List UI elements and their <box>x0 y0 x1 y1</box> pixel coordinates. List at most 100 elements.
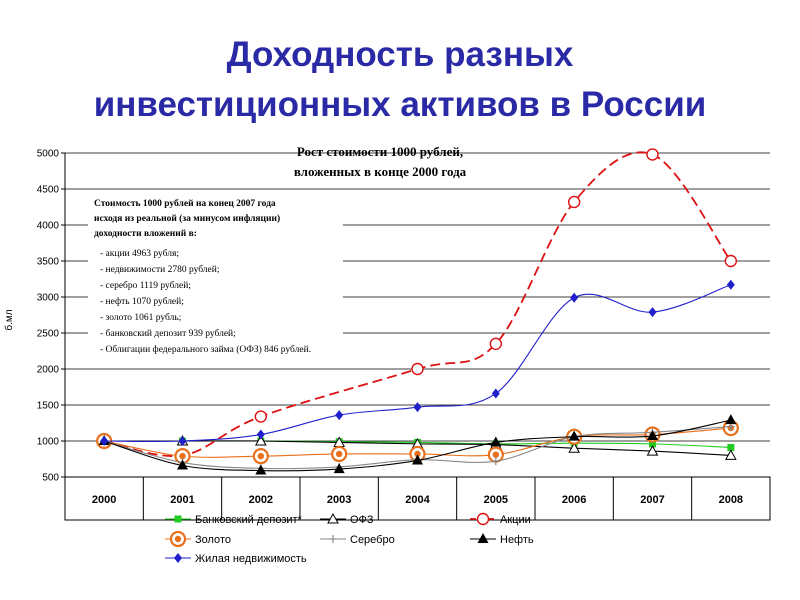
data-point <box>568 430 580 441</box>
annotation-box: Стоимость 1000 рублей на конец 2007 года… <box>88 193 343 358</box>
legend-label: ОФЗ <box>350 514 374 526</box>
legend-item: Акции <box>470 512 531 526</box>
data-point-inner <box>257 452 265 460</box>
data-point <box>646 148 659 161</box>
data-point <box>726 279 735 290</box>
data-point <box>724 449 737 460</box>
data-point <box>331 445 348 463</box>
legend-label: Жилая недвижимость <box>195 553 307 565</box>
data-point <box>725 414 737 425</box>
legend-label: Серебро <box>350 534 395 546</box>
slide-title-line-1: Доходность разных <box>226 35 574 74</box>
y-tick-label: 2000 <box>37 365 60 376</box>
data-point <box>648 307 657 318</box>
annotation-background <box>88 193 343 358</box>
legend-item: Серебро <box>320 534 395 546</box>
y-tick-label: 4500 <box>37 185 60 196</box>
legend-swatch-marker <box>174 553 182 563</box>
annotation-heading-3: доходности вложений в: <box>94 228 197 239</box>
data-point <box>570 292 579 303</box>
x-tick-label: 2005 <box>484 494 508 506</box>
legend-label: Акции <box>500 514 531 526</box>
data-point <box>413 402 422 413</box>
annotation-item: - недвижимости 2780 рублей; <box>100 264 220 275</box>
x-tick-label: 2007 <box>640 494 664 506</box>
data-point <box>491 388 500 399</box>
data-point <box>647 429 658 440</box>
series-layer <box>96 148 739 475</box>
legend-swatch-marker <box>169 530 187 548</box>
legend-label: Золото <box>195 534 231 546</box>
legend-item: Банковский депозит* <box>165 514 303 526</box>
chart-title-line-1: Рост стоимости 1000 рублей, <box>297 144 463 159</box>
legend-item: ОФЗ <box>320 512 374 526</box>
annotation-item: - банковский депозит 939 рублей; <box>100 328 236 339</box>
y-tick-label: 1500 <box>37 401 60 412</box>
y-tick-label: 4000 <box>37 221 60 232</box>
y-tick-label: 3000 <box>37 293 60 304</box>
y-axis-label: б.мл <box>3 309 15 330</box>
annotation-item: - нефть 1070 рублей; <box>100 296 184 307</box>
legend-label: Нефть <box>500 534 534 546</box>
annotation-item: - золото 1061 рубль; <box>100 312 181 323</box>
data-point <box>649 440 656 448</box>
annotation-heading-2: исходя из реальной (за минусом инфляции) <box>94 213 280 224</box>
data-point <box>174 448 191 465</box>
x-tick-label: 2003 <box>327 494 351 506</box>
annotation-item: - серебро 1119 рублей; <box>100 280 191 291</box>
slide-title-line-2: инвестиционных активов в России <box>93 85 707 124</box>
data-point-inner <box>179 452 186 460</box>
x-tick-label: 2008 <box>719 494 743 506</box>
data-point <box>252 448 269 465</box>
y-tick-label: 5000 <box>37 149 60 160</box>
chart-title-line-2: вложенных в конце 2000 года <box>294 164 467 179</box>
data-point <box>256 429 265 440</box>
x-tick-label: 2000 <box>92 494 116 506</box>
legend-swatch-marker <box>327 512 339 524</box>
annotation-item: - Облигации федерального займа (ОФЗ) 846… <box>100 344 311 355</box>
legend-swatch-marker-inner <box>174 535 182 543</box>
data-point <box>489 337 503 350</box>
legend-label: Банковский депозит* <box>195 514 303 526</box>
data-point <box>491 457 500 466</box>
x-tick-label: 2004 <box>405 494 430 506</box>
legend-item: Нефть <box>470 533 534 546</box>
legend-swatch-marker <box>476 512 490 526</box>
slide-title: Доходность разных инвестиционных активов… <box>0 30 800 130</box>
data-point <box>255 464 267 475</box>
data-point <box>254 410 268 423</box>
y-axis-ticks: 500 1000 1500 2000 2500 3000 3500 4000 4500 5000 <box>37 149 60 484</box>
y-tick-label: 500 <box>42 473 59 484</box>
data-point <box>335 410 344 421</box>
data-point <box>646 445 659 456</box>
x-tick-label: 2001 <box>170 494 194 506</box>
data-point <box>411 362 424 376</box>
series-line <box>103 151 732 457</box>
annotation-item: - акции 4963 рубля; <box>100 248 179 259</box>
data-point <box>490 436 502 447</box>
legend-swatch-marker <box>329 535 337 543</box>
data-point-inner <box>335 450 343 458</box>
data-point <box>333 463 345 474</box>
y-tick-label: 3500 <box>37 257 60 268</box>
legend-item: Жилая недвижимость <box>165 553 307 565</box>
data-point <box>724 254 738 268</box>
annotation-heading-1: Стоимость 1000 рублей на конец 2007 года <box>94 198 276 209</box>
y-tick-label: 1000 <box>37 437 60 448</box>
x-tick-label: 2006 <box>562 494 586 506</box>
x-axis-ticks: 2000 2001 2002 2003 2004 2005 2006 2007 2008 <box>64 476 771 521</box>
data-point <box>178 436 187 446</box>
data-point <box>412 454 423 465</box>
data-point <box>567 195 581 209</box>
data-point <box>177 459 188 470</box>
data-point <box>100 436 109 446</box>
data-point <box>568 442 581 453</box>
x-tick-label: 2002 <box>249 494 273 506</box>
legend-swatch-marker <box>174 515 182 523</box>
series-line <box>104 284 732 443</box>
data-point <box>727 443 735 451</box>
legend-swatch-marker <box>477 533 489 543</box>
data-point-inner <box>492 451 500 458</box>
legend-item: Золото <box>165 530 231 548</box>
